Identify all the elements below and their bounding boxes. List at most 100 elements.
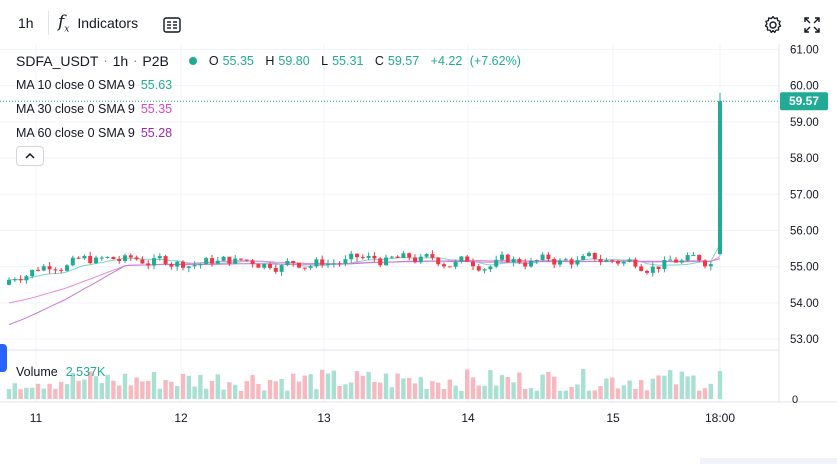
candle-body <box>128 255 133 258</box>
volume-bar <box>447 379 452 399</box>
candle-body <box>146 263 151 266</box>
volume-bar <box>436 382 441 399</box>
volume-bar <box>650 378 655 399</box>
price-chart[interactable]: 61.00 60.00 59.00 58.00 57.00 56.00 55.00 54.00… <box>0 44 837 464</box>
volume-bar <box>430 381 435 399</box>
candle-body <box>650 266 655 273</box>
candle-body <box>233 258 238 264</box>
templates-icon <box>163 17 181 33</box>
candle-body <box>65 265 69 271</box>
collapse-legend-button[interactable] <box>16 146 44 166</box>
candle-body <box>511 259 516 263</box>
candle-body <box>656 266 661 269</box>
candle-body <box>36 269 40 271</box>
candle-body <box>360 257 365 259</box>
volume-bar <box>511 382 516 399</box>
volume-bar <box>47 383 52 399</box>
candle-body <box>592 252 597 260</box>
volume-bar <box>163 380 168 399</box>
volume-bar <box>581 369 586 399</box>
candle-body <box>134 257 139 260</box>
symbol-name[interactable]: SDFA_USDT <box>16 53 99 69</box>
volume-bar <box>128 385 133 399</box>
volume-bar <box>35 383 41 399</box>
side-panel-toggle[interactable] <box>0 344 7 372</box>
volume-bar <box>111 380 116 399</box>
candle-body <box>297 262 301 268</box>
volume-bar <box>401 378 406 399</box>
candle-body <box>70 257 75 266</box>
volume-bar <box>418 377 423 399</box>
price-tick-label: 59.00 <box>790 117 819 129</box>
candle-body <box>53 269 58 271</box>
candle-body <box>175 261 180 267</box>
volume-bar <box>215 374 220 399</box>
time-tick-label: 11 <box>30 411 43 425</box>
volume-bar <box>343 384 348 399</box>
candle-body <box>7 279 11 285</box>
candle-body <box>558 260 562 265</box>
volume-bar <box>656 375 661 399</box>
volume-bar <box>151 371 157 399</box>
candle-body <box>227 256 232 264</box>
volume-bar <box>639 380 644 399</box>
candle-body <box>320 259 325 265</box>
volume-bar <box>586 390 592 399</box>
candle-body <box>239 258 243 260</box>
candle-body <box>569 259 574 265</box>
volume-bar <box>604 378 609 399</box>
templates-button[interactable] <box>162 12 182 38</box>
candle-body <box>453 261 458 267</box>
volume-bar <box>499 375 505 399</box>
candle-body <box>384 257 388 266</box>
volume-bar <box>93 376 99 399</box>
volume-bar <box>64 384 70 399</box>
ma30-value: 55.35 <box>140 102 173 116</box>
candle-body <box>163 256 168 264</box>
volume-bar <box>476 385 481 399</box>
candle-body <box>465 256 470 262</box>
volume-legend[interactable]: Volume 2.537K <box>16 365 105 379</box>
ma30-legend[interactable]: MA 30 close 0 SMA 9 55.35 <box>16 102 172 116</box>
candle-body <box>366 255 371 258</box>
volume-bar <box>453 385 458 399</box>
candle-body <box>204 258 209 265</box>
candle-body <box>500 254 504 260</box>
volume-bar <box>505 377 510 399</box>
volume-bar <box>331 370 336 399</box>
candle-body <box>442 264 446 267</box>
volume-bar <box>88 371 93 399</box>
candle-body <box>436 257 441 265</box>
volume-bar <box>668 370 673 399</box>
candle-body <box>540 254 545 261</box>
volume-bar <box>244 381 249 399</box>
toolbar-divider <box>48 11 49 35</box>
candle-body <box>488 266 493 270</box>
fullscreen-button[interactable] <box>802 12 822 38</box>
candle-body <box>279 265 284 272</box>
volume-bar <box>59 381 64 399</box>
volume-bar <box>302 375 307 399</box>
volume-bar <box>279 378 284 399</box>
volume-bar <box>621 385 626 399</box>
legend-dot: · <box>133 54 138 68</box>
volume-bar <box>82 379 87 399</box>
volume-label: Volume <box>16 365 58 379</box>
candle-body <box>598 259 603 262</box>
time-tick-label: 14 <box>461 411 475 425</box>
volume-bar <box>204 388 209 399</box>
candle-body <box>331 263 336 265</box>
candle-body <box>679 260 684 263</box>
ma10-label: MA 10 close 0 SMA 9 <box>16 78 135 92</box>
interval-button[interactable]: 1h <box>18 10 34 36</box>
ma10-legend[interactable]: MA 10 close 0 SMA 9 55.63 <box>16 78 172 92</box>
volume-bar <box>360 375 365 399</box>
candle-body <box>41 266 46 271</box>
volume-zero-label: 0 <box>792 394 798 406</box>
price-tick-label: 54.00 <box>790 298 819 310</box>
settings-button[interactable] <box>762 12 784 38</box>
volume-value: 2.537K <box>65 365 106 379</box>
indicators-label: Indicators <box>77 15 139 31</box>
indicators-button[interactable]: fx Indicators <box>58 10 138 36</box>
ma60-legend[interactable]: MA 60 close 0 SMA 9 55.28 <box>16 126 172 140</box>
